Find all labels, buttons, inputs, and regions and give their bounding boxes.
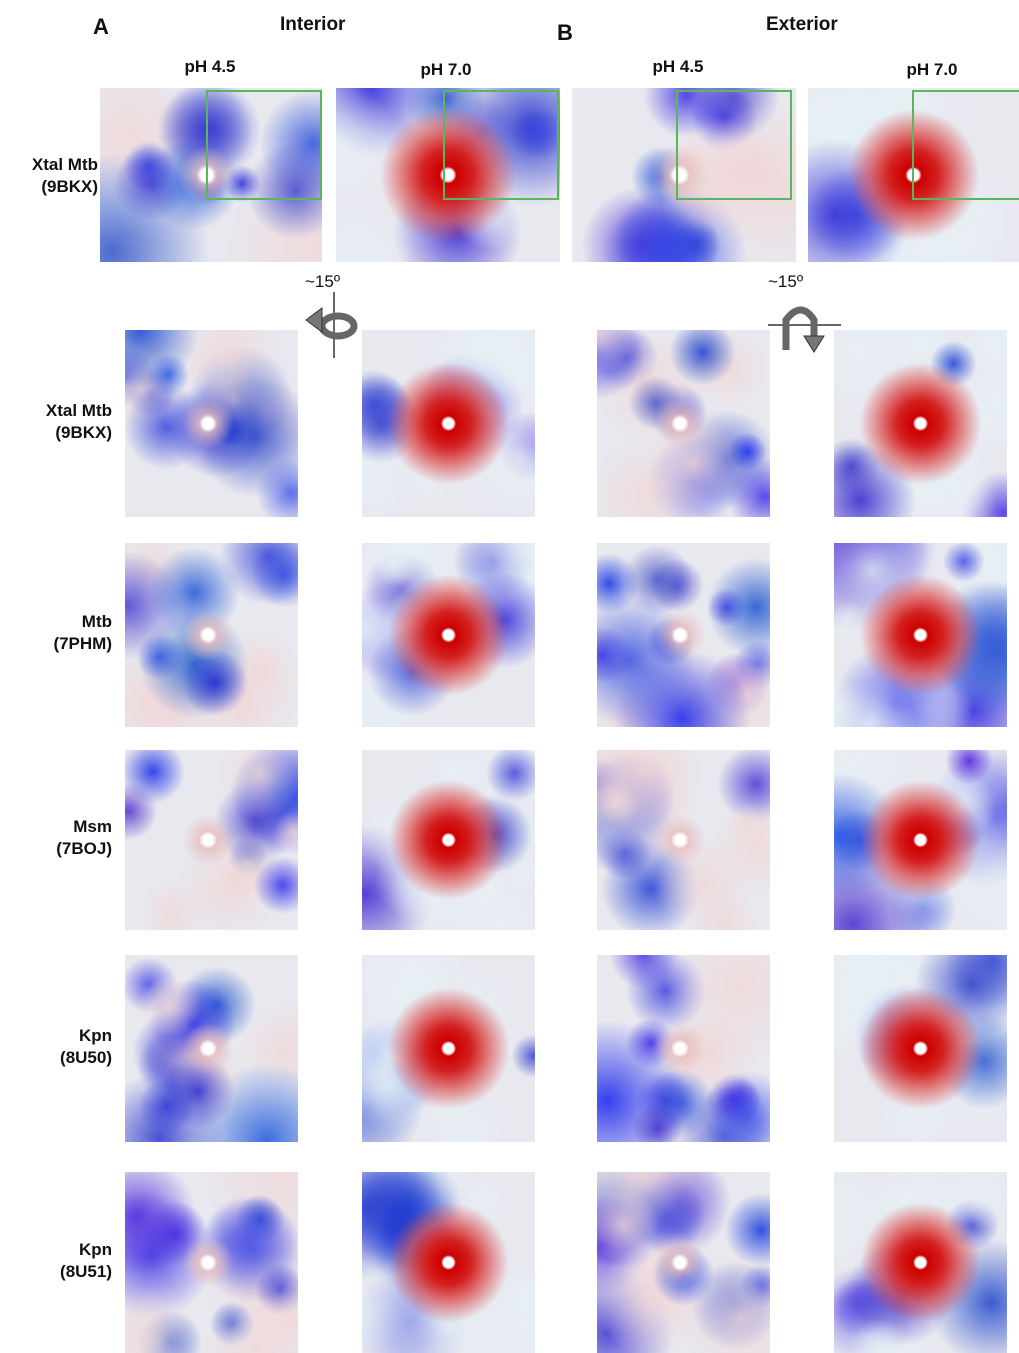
row-label-line: Mtb (0, 611, 112, 633)
zoom-box (206, 90, 322, 200)
surface-image (362, 543, 535, 727)
surface-image (362, 750, 535, 930)
row-label-line: Kpn (0, 1239, 112, 1261)
surface-image (125, 543, 298, 727)
panel-title: Interior (280, 14, 345, 36)
surface-image (597, 330, 770, 517)
row-label-line: (9BKX) (0, 176, 98, 198)
column-label: pH 4.5 (140, 57, 280, 77)
row-label-line: (8U51) (0, 1261, 112, 1283)
rotation-arrow (300, 290, 370, 360)
rotation-label: ~15º (768, 272, 803, 292)
row-label: Mtb(7PHM) (0, 611, 112, 655)
surface-image (125, 750, 298, 930)
row-label-line: (9BKX) (0, 422, 112, 444)
surface-image (362, 955, 535, 1142)
surface-image (597, 955, 770, 1142)
row-label-line: Kpn (0, 1025, 112, 1047)
column-label: pH 7.0 (862, 60, 1002, 80)
row-label-line: (7BOJ) (0, 838, 112, 860)
row-label-line: (7PHM) (0, 633, 112, 655)
zoom-box (912, 90, 1019, 200)
surface-image (834, 750, 1007, 930)
panel-title: Exterior (766, 14, 838, 36)
surface-image (597, 1172, 770, 1353)
surface-image (362, 330, 535, 517)
surface-image (834, 330, 1007, 517)
zoom-box (676, 90, 792, 200)
panel-letter: A (93, 14, 109, 40)
surface-image (597, 543, 770, 727)
figure: {"panels": [ {"letter": "A", "title": "I… (0, 0, 1019, 1353)
column-label: pH 7.0 (376, 60, 516, 80)
row-label-line: Msm (0, 816, 112, 838)
zoom-box (443, 90, 559, 200)
column-label: pH 4.5 (608, 57, 748, 77)
surface-image (834, 543, 1007, 727)
row-label: Xtal Mtb(9BKX) (0, 400, 112, 444)
row-label: Kpn(8U50) (0, 1025, 112, 1069)
row-label-line: Xtal Mtb (0, 400, 112, 422)
row-label: Msm(7BOJ) (0, 816, 112, 860)
row-label-line: (8U50) (0, 1047, 112, 1069)
panel-letter: B (557, 20, 573, 46)
surface-image (362, 1172, 535, 1353)
surface-image (125, 1172, 298, 1353)
surface-image (834, 955, 1007, 1142)
surface-image (125, 330, 298, 517)
surface-image (597, 750, 770, 930)
row-label: Kpn(8U51) (0, 1239, 112, 1283)
row-label: Xtal Mtb(9BKX) (0, 154, 98, 198)
row-label-line: Xtal Mtb (0, 154, 98, 176)
surface-image (125, 955, 298, 1142)
rotation-label: ~15º (305, 272, 340, 292)
surface-image (834, 1172, 1007, 1353)
